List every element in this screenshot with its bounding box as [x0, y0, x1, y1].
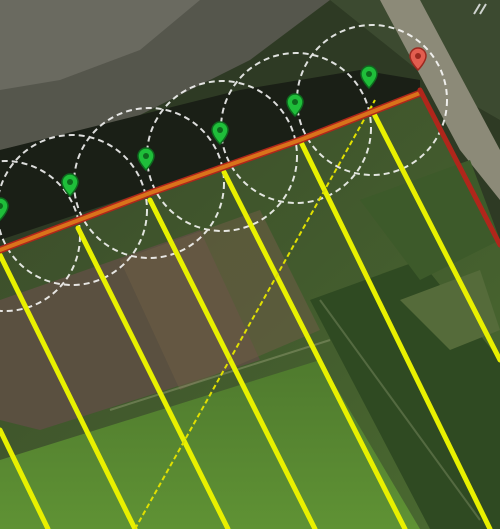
map-pin-icon[interactable]: [409, 47, 427, 72]
survey-tracks: [0, 107, 500, 529]
track-line: [75, 225, 231, 529]
track-line: [369, 107, 500, 363]
map-pin-icon[interactable]: [0, 197, 9, 222]
map-pin-icon[interactable]: [286, 93, 304, 118]
map-pin-icon[interactable]: [360, 65, 378, 90]
track-line: [221, 169, 408, 529]
track-line: [297, 137, 493, 529]
boundary-line: [0, 87, 500, 254]
track-line: [0, 427, 51, 529]
map-pin-icon[interactable]: [61, 173, 79, 198]
coverage-circle: [0, 134, 148, 286]
transit-line: [134, 99, 376, 529]
scroll-indicator[interactable]: [473, 3, 487, 15]
map-pin-icon[interactable]: [137, 147, 155, 172]
map-pin-icon[interactable]: [211, 121, 229, 146]
waypoint-markers[interactable]: [0, 47, 427, 222]
track-line: [147, 197, 318, 529]
track-line: [0, 252, 138, 529]
